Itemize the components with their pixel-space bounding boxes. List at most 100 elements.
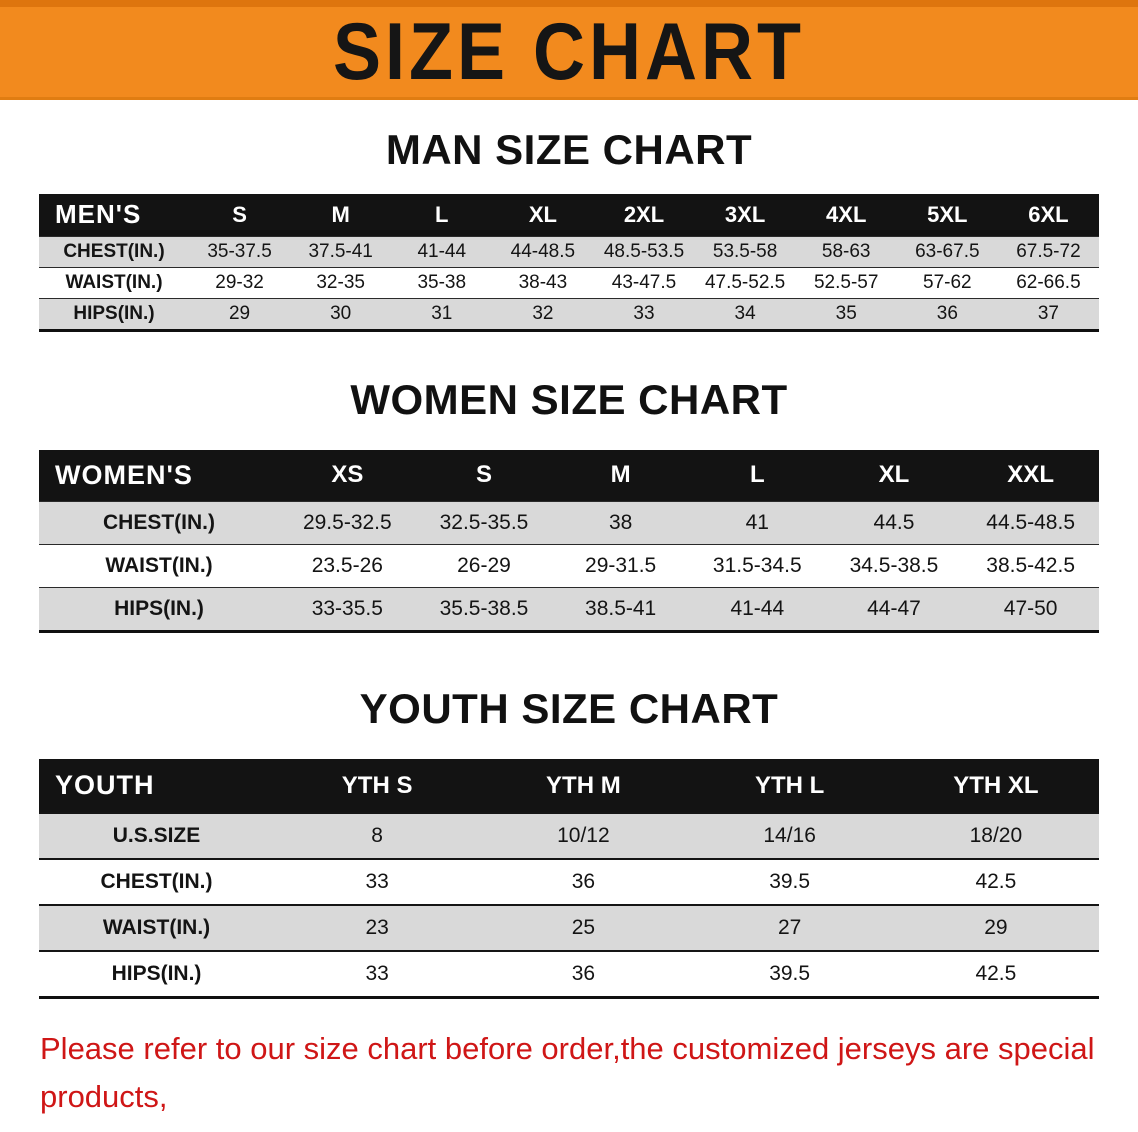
women-section-heading: WOMEN SIZE CHART <box>350 375 788 423</box>
disclaimer-line-1: Please refer to our size chart before or… <box>40 1031 1095 1115</box>
size-value-cell: 33 <box>593 298 695 330</box>
size-value-cell: 67.5-72 <box>997 236 1099 267</box>
size-value-cell: 35-37.5 <box>189 236 291 267</box>
size-value-cell: 35 <box>795 298 897 330</box>
size-value-cell: 29 <box>892 905 1099 951</box>
row-label: CHEST(IN.) <box>39 236 189 267</box>
row-label: WAIST(IN.) <box>39 905 274 951</box>
table-row: WAIST(IN.) 23.5-26 26-29 29-31.5 31.5-34.5 34… <box>39 544 1099 588</box>
column-header: 4XL <box>795 194 897 236</box>
table-row: CHEST(IN.) 33 36 39.5 42.5 <box>39 859 1099 905</box>
size-value-cell: 57-62 <box>896 267 998 298</box>
column-header: XXL <box>962 449 1099 502</box>
man-section-heading: MAN SIZE CHART <box>385 126 753 173</box>
size-chart-banner: SIZE CHART <box>0 0 1138 100</box>
size-value-cell: 34.5-38.5 <box>825 544 963 588</box>
row-label: HIPS(IN.) <box>39 298 189 330</box>
size-value-cell: 63-67.5 <box>896 236 998 267</box>
row-label: CHEST(IN.) <box>39 859 274 905</box>
column-header: S <box>189 194 291 236</box>
size-value-cell: 38.5-41 <box>552 587 689 632</box>
size-value-cell: 44.5 <box>825 501 963 545</box>
size-value-cell: 44-47 <box>825 587 963 632</box>
size-value-cell: 29-32 <box>189 267 291 298</box>
size-value-cell: 30 <box>290 298 392 330</box>
column-header: XL <box>825 449 963 502</box>
table-row: HIPS(IN.) 33-35.5 35.5-38.5 38.5-41 41-44 44-… <box>39 587 1099 632</box>
column-header: 5XL <box>896 194 998 236</box>
column-header: M <box>290 194 392 236</box>
disclaimer-line-2: we don't accept cancel, change, teturn o… <box>40 1121 1138 1132</box>
size-value-cell: 43-47.5 <box>593 267 695 298</box>
row-label: CHEST(IN.) <box>39 501 279 545</box>
column-header: S <box>415 449 553 502</box>
size-value-cell: 48.5-53.5 <box>593 236 695 267</box>
row-label: HIPS(IN.) <box>39 587 279 632</box>
column-header: YTH S <box>274 759 481 813</box>
size-value-cell: 39.5 <box>686 951 893 998</box>
size-value-cell: 33 <box>274 859 481 905</box>
row-label: WAIST(IN.) <box>39 267 189 298</box>
size-value-cell: 32.5-35.5 <box>415 501 553 545</box>
banner-title: SIZE CHART <box>333 7 805 97</box>
size-value-cell: 58-63 <box>795 236 897 267</box>
size-value-cell: 29 <box>189 298 291 330</box>
size-value-cell: 42.5 <box>892 951 1099 998</box>
table-row: HIPS(IN.) 33 36 39.5 42.5 <box>39 951 1099 998</box>
column-header: M <box>552 449 689 502</box>
column-header: L <box>391 194 493 236</box>
youth-section-heading: YOUTH SIZE CHART <box>359 685 779 732</box>
women-size-table: WOMEN'S XS S M L XL XXL CHEST(IN.) 29.5-32.5 32.5… <box>39 449 1099 633</box>
row-label: U.S.SIZE <box>39 813 274 859</box>
column-header: 2XL <box>593 194 695 236</box>
column-header: XL <box>492 194 594 236</box>
size-value-cell: 32-35 <box>290 267 392 298</box>
table-row: CHEST(IN.) 35-37.5 37.5-41 41-44 44-48.5 48.5… <box>39 236 1099 267</box>
table-title: YOUTH <box>39 759 274 813</box>
size-value-cell: 29.5-32.5 <box>279 501 416 545</box>
size-value-cell: 33 <box>274 951 481 998</box>
column-header: YTH M <box>480 759 687 813</box>
size-value-cell: 10/12 <box>480 813 687 859</box>
column-header: YTH L <box>686 759 893 813</box>
size-value-cell: 8 <box>274 813 481 859</box>
size-value-cell: 27 <box>686 905 893 951</box>
size-value-cell: 18/20 <box>892 813 1099 859</box>
table-row: WAIST(IN.) 23 25 27 29 <box>39 905 1099 951</box>
header-row: YOUTH YTH S YTH M YTH L YTH XL <box>39 759 1099 813</box>
size-value-cell: 29-31.5 <box>552 544 689 588</box>
size-value-cell: 38.5-42.5 <box>962 544 1099 588</box>
table-row: WAIST(IN.) 29-32 32-35 35-38 38-43 43-47.5 47.… <box>39 267 1099 298</box>
size-value-cell: 36 <box>480 859 687 905</box>
size-value-cell: 23 <box>274 905 481 951</box>
size-value-cell: 44.5-48.5 <box>962 501 1099 545</box>
size-value-cell: 34 <box>694 298 796 330</box>
size-value-cell: 47.5-52.5 <box>694 267 796 298</box>
size-value-cell: 42.5 <box>892 859 1099 905</box>
table-row: HIPS(IN.) 29 30 31 32 33 34 35 36 37 <box>39 298 1099 330</box>
size-value-cell: 44-48.5 <box>492 236 594 267</box>
size-value-cell: 35.5-38.5 <box>415 587 553 632</box>
size-value-cell: 32 <box>492 298 594 330</box>
size-value-cell: 41-44 <box>391 236 493 267</box>
column-header: L <box>688 449 826 502</box>
size-value-cell: 39.5 <box>686 859 893 905</box>
header-row: MEN'S S M L XL 2XL 3XL 4XL 5XL 6XL <box>39 194 1099 236</box>
size-value-cell: 38 <box>552 501 689 545</box>
size-value-cell: 41 <box>688 501 826 545</box>
column-header: XS <box>279 449 416 502</box>
size-value-cell: 31 <box>391 298 493 330</box>
size-value-cell: 38-43 <box>492 267 594 298</box>
table-row: CHEST(IN.) 29.5-32.5 32.5-35.5 38 41 44.5 44.5… <box>39 501 1099 545</box>
size-value-cell: 35-38 <box>391 267 493 298</box>
header-row: WOMEN'S XS S M L XL XXL <box>39 449 1099 502</box>
disclaimer: Please refer to our size chart before or… <box>40 1025 1138 1132</box>
size-value-cell: 36 <box>480 951 687 998</box>
size-value-cell: 37 <box>997 298 1099 330</box>
table-title: WOMEN'S <box>39 449 279 502</box>
men-size-table: MEN'S S M L XL 2XL 3XL 4XL 5XL 6XL CHEST(IN.) 35-37… <box>39 194 1099 332</box>
size-value-cell: 33-35.5 <box>279 587 416 632</box>
size-value-cell: 47-50 <box>962 587 1099 632</box>
youth-size-table: YOUTH YTH S YTH M YTH L YTH XL U.S.SIZE 8 10/12… <box>39 759 1099 999</box>
size-value-cell: 36 <box>896 298 998 330</box>
